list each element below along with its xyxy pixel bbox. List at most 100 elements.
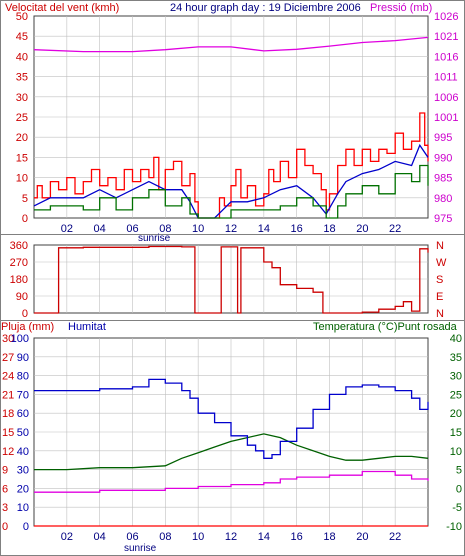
pressure-label: Pressió (mb): [370, 2, 432, 14]
temperature-tick: 25: [450, 389, 462, 401]
chart1-x-tick: 18: [323, 223, 335, 235]
chart3-x-tick: 18: [323, 531, 335, 543]
humidity-label: Humitat: [68, 321, 106, 333]
temperature-tick: -5: [452, 502, 462, 514]
graph-title: 24 hour graph day : 19 Diciembre 2006: [170, 2, 361, 14]
temperature-tick: 10: [450, 446, 462, 458]
humidity-tick: 90: [17, 352, 29, 364]
chart1-x-tick: 22: [389, 223, 401, 235]
chart1-right-tick: 1016: [434, 51, 458, 63]
chart2-left-tick: 180: [10, 274, 28, 286]
chart1-left-tick: 5: [22, 193, 28, 205]
chart3-x-tick: 20: [356, 531, 368, 543]
humidity-tick: 40: [17, 446, 29, 458]
chart1-x-tick: 08: [159, 223, 171, 235]
chart2-compass-tick: S: [436, 274, 443, 286]
sunrise-label-top: sunrise: [138, 233, 171, 244]
humidity-series: [34, 378, 429, 459]
temperature-tick: 5: [456, 465, 462, 477]
chart1-x-tick: 16: [291, 223, 303, 235]
humidity-tick: 70: [17, 389, 29, 401]
chart1-left-tick: 35: [16, 72, 28, 84]
chart1-right-tick: 975: [434, 213, 452, 225]
pressure-series: [33, 36, 429, 53]
chart1-left-tick: 40: [16, 51, 28, 63]
chart2-compass-tick: N: [436, 240, 444, 252]
chart2-compass-tick: W: [436, 257, 447, 269]
rain-tick: 9: [2, 465, 8, 477]
rain-tick: 3: [2, 502, 8, 514]
chart1-left-tick: 45: [16, 31, 28, 43]
chart1-left-tick: 10: [16, 173, 28, 185]
temperature-tick: -10: [446, 521, 462, 533]
chart1-right-tick: 980: [434, 193, 452, 205]
temperature-tick: 40: [450, 333, 462, 345]
humidity-tick: 30: [17, 465, 29, 477]
chart3-x-tick: 04: [94, 531, 106, 543]
chart2-left-tick: 270: [10, 257, 28, 269]
wind-average-series: [33, 143, 429, 219]
temperature-tick: 0: [456, 483, 462, 495]
humidity-tick: 0: [23, 521, 29, 533]
rain-tick: 12: [2, 446, 14, 458]
rain-tick: 6: [2, 483, 8, 495]
chart3-x-tick: 12: [225, 531, 237, 543]
temperature-tick: 35: [450, 352, 462, 364]
chart2-compass-tick: N: [436, 308, 444, 320]
humidity-tick: 80: [17, 371, 29, 383]
chart3-x-tick: 06: [126, 531, 138, 543]
chart1-right-tick: 985: [434, 173, 452, 185]
humidity-tick: 20: [17, 483, 29, 495]
chart1-left-tick: 0: [22, 213, 28, 225]
chart3-x-tick: 22: [389, 531, 401, 543]
humidity-tick: 10: [17, 502, 29, 514]
chart3-x-tick: 08: [159, 531, 171, 543]
temperature-label: Temperatura (°C)Punt rosada: [313, 321, 458, 333]
chart1-left-tick: 15: [16, 152, 28, 164]
chart2-left-tick: 360: [10, 240, 28, 252]
chart1-left-tick: 25: [16, 112, 28, 124]
wind-gust-series: [34, 112, 429, 219]
chart1-left-tick: 20: [16, 132, 28, 144]
rain-tick: 30: [2, 333, 14, 345]
humidity-tick: 100: [11, 333, 29, 345]
chart2-compass-tick: E: [436, 291, 443, 303]
temperature-series: [34, 433, 429, 471]
chart1-x-tick: 06: [126, 223, 138, 235]
chart1-right-tick: 1021: [434, 31, 458, 43]
chart1-right-tick: 990: [434, 152, 452, 164]
dewpoint-series: [34, 470, 429, 493]
chart1-x-tick: 10: [192, 223, 204, 235]
chart2-left-tick: 90: [16, 291, 28, 303]
wind-speed-label: Velocitat del vent (kmh): [5, 2, 119, 14]
rain-tick: 15: [2, 427, 14, 439]
chart3-x-tick: 10: [192, 531, 204, 543]
rain-tick: 18: [2, 408, 14, 420]
chart1-x-tick: 02: [61, 223, 73, 235]
rain-label: Pluja (mm): [1, 321, 54, 333]
chart3-x-tick: 02: [61, 531, 73, 543]
chart3-x-tick: 16: [291, 531, 303, 543]
temperature-tick: 15: [450, 427, 462, 439]
chart1-right-tick: 1001: [434, 112, 458, 124]
chart1-x-tick: 14: [258, 223, 270, 235]
temperature-tick: 30: [450, 371, 462, 383]
sunrise-label-bottom: sunrise: [124, 543, 157, 554]
rain-tick: 27: [2, 352, 14, 364]
chart1-left-tick: 50: [16, 11, 28, 23]
chart1-right-tick: 1011: [434, 72, 458, 84]
wind-pressure-chart: 0 5 10 15 20 25 30 35 40 45 50 975 980 985 990 995 1001 1…: [16, 11, 459, 235]
chart1-right-tick: 1006: [434, 92, 458, 104]
chart1-right-tick: 995: [434, 132, 452, 144]
chart1-right-tick: 1026: [434, 11, 458, 23]
chart1-x-tick: 20: [356, 223, 368, 235]
chart3-x-tick: 14: [258, 531, 270, 543]
rain-tick: 0: [2, 521, 8, 533]
chart1-x-tick: 04: [94, 223, 106, 235]
chart1-x-tick: 12: [225, 223, 237, 235]
